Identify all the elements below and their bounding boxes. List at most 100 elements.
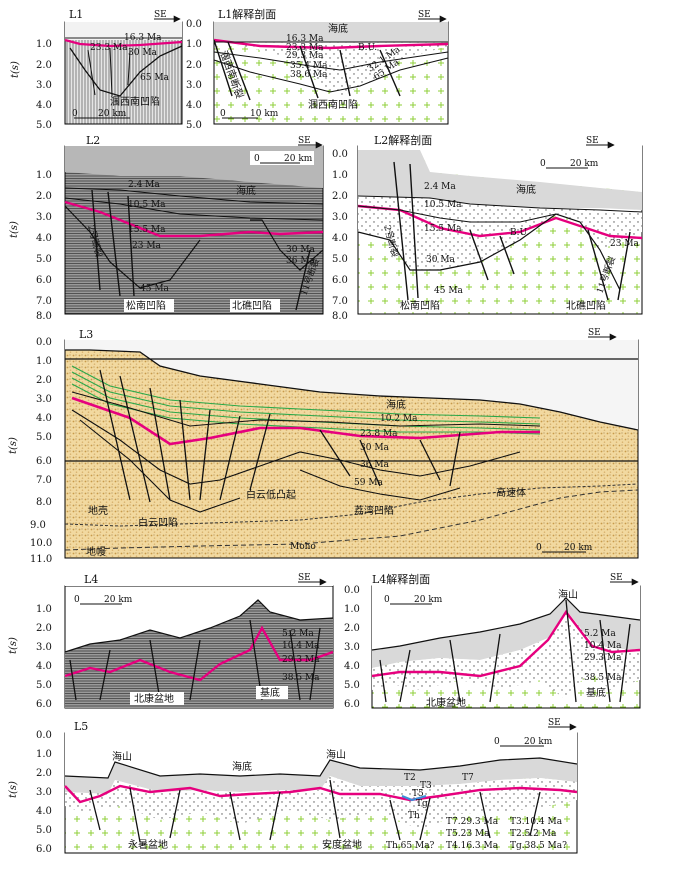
l1i-basin: 涠西南凹陷: [308, 98, 358, 111]
l2i-seafloor: 海底: [516, 183, 536, 196]
l3-liwan-sag: 荔湾凹陷: [354, 504, 394, 517]
l2i-age-10: 10.5 Ma: [424, 200, 462, 210]
l4i-age-10: 10.4 Ma: [584, 641, 622, 651]
svg-text:Tg.38.5 Ma?: Tg.38.5 Ma?: [510, 841, 567, 851]
panel-l4-interpretation: L4解释剖面 SE 0.0 1.0 2.0 3.0 4.0 5.0 6.0 0 …: [344, 572, 641, 710]
l2-age-10: 10.5 Ma: [128, 200, 166, 210]
svg-text:5.0: 5.0: [36, 120, 52, 131]
svg-text:3.0: 3.0: [36, 394, 52, 405]
svg-text:1.0: 1.0: [344, 604, 360, 615]
l3-seafloor: 海底: [386, 398, 406, 411]
svg-text:6.0: 6.0: [36, 456, 52, 467]
l4i-yticks: 0.0 1.0 2.0 3.0 4.0 5.0 6.0: [344, 585, 360, 710]
svg-text:1.0: 1.0: [36, 749, 52, 760]
l2-age-23: 23 Ma: [132, 241, 162, 251]
svg-text:3.0: 3.0: [344, 642, 360, 653]
svg-text:5.0: 5.0: [36, 680, 52, 691]
svg-text:5.0: 5.0: [186, 120, 202, 131]
l4i-se: SE: [610, 573, 623, 583]
l4-scale: 20 km: [104, 595, 133, 605]
svg-text:4.0: 4.0: [186, 100, 202, 111]
l3-crust: 地壳: [88, 504, 108, 517]
l4i-scale: 20 km: [414, 595, 443, 605]
l5-scale: 20 km: [524, 737, 553, 747]
svg-text:4.0: 4.0: [36, 661, 52, 672]
l2-age-45: 45 Ma: [140, 284, 170, 294]
l1-scale-zero: 0: [72, 109, 78, 119]
l2-yticks: 1.0 2.0 3.0 4.0 5.0 6.0 7.0 8.0: [36, 170, 52, 322]
panel-l1: L1 SE 1.0 2.0 3.0 4.0 5.0 16.3 Ma 23.3 M…: [36, 8, 183, 131]
svg-text:11.0: 11.0: [30, 554, 52, 565]
l3-baiyun-sag: 白云凹陷: [138, 516, 178, 529]
svg-text:4.0: 4.0: [36, 413, 52, 424]
l2-age-30: 30 Ma: [286, 245, 316, 255]
svg-text:T7.29.3 Ma: T7.29.3 Ma: [446, 817, 499, 827]
l5-mark-t2: T2: [404, 773, 416, 783]
svg-text:8.0: 8.0: [36, 497, 52, 508]
l3-age-36: 36 Ma: [360, 460, 390, 470]
l5-seamount-a: 海山: [112, 750, 132, 763]
l1i-age-16: 16.3 Ma: [286, 34, 324, 44]
svg-text:6.0: 6.0: [332, 275, 348, 286]
svg-text:2.0: 2.0: [36, 623, 52, 634]
svg-text:6.0: 6.0: [36, 844, 52, 855]
l1i-se: SE: [418, 10, 431, 20]
svg-text:T5.23 Ma: T5.23 Ma: [446, 829, 490, 839]
l5-seamount-b: 海山: [326, 748, 346, 761]
svg-text:1.0: 1.0: [186, 39, 202, 50]
l4-age-38: 38.5 Ma: [282, 673, 320, 683]
l1-scale: 20 km: [98, 109, 127, 119]
svg-text:2.0: 2.0: [36, 768, 52, 779]
svg-text:T4.16.3 Ma: T4.16.3 Ma: [446, 841, 499, 851]
l1i-age-35: 35.4 Ma: [290, 61, 328, 71]
l2i-age-15: 15.5 Ma: [424, 224, 462, 234]
l5-basin-a: 永暑盆地: [128, 838, 168, 851]
svg-text:2.0: 2.0: [332, 191, 348, 202]
panel-l3: L3 SE 0.0 1.0 2.0 3.0 4.0 5.0 6.0 7.0 8.…: [30, 326, 639, 565]
svg-text:3.0: 3.0: [36, 212, 52, 223]
l2-se: SE: [298, 136, 311, 146]
l4i-scale-zero: 0: [384, 595, 390, 605]
svg-text:8.0: 8.0: [36, 311, 52, 322]
l2i-scale-zero: 0: [540, 159, 546, 169]
l2-scale-zero: 0: [254, 154, 260, 164]
l3-age-59: 59 Ma: [354, 478, 384, 488]
svg-text:4.0: 4.0: [344, 661, 360, 672]
l3-high-velocity: 高速体: [496, 486, 526, 499]
l2-ylabel: t(s): [9, 221, 20, 238]
l1i-age-38: 38.6 Ma: [290, 70, 328, 80]
l1i-scale: 10 km: [250, 109, 279, 119]
svg-text:0.0: 0.0: [344, 585, 360, 596]
l1-age-30: 30 Ma: [128, 48, 158, 58]
svg-text:5.0: 5.0: [36, 432, 52, 443]
l4i-age-29: 29.3 Ma: [584, 653, 622, 663]
l2-basin-b: 北礁凹陷: [232, 299, 272, 312]
svg-text:1.0: 1.0: [36, 39, 52, 50]
l1i-bu: B.U.: [358, 43, 377, 53]
l2i-yticks: 0.0 1.0 2.0 3.0 4.0 5.0 6.0 7.0 8.0: [332, 149, 348, 322]
l3-age-23: 23.8 Ma: [360, 429, 398, 439]
l5-mark-t3: T3: [420, 781, 432, 791]
svg-text:3.0: 3.0: [186, 80, 202, 91]
l1-age-16: 16.3 Ma: [124, 33, 162, 43]
l1-title: L1: [69, 8, 83, 21]
svg-text:9.0: 9.0: [30, 520, 46, 531]
l5-mark-t5: T5: [412, 789, 424, 799]
l4-yticks: 1.0 2.0 3.0 4.0 5.0 6.0: [36, 604, 52, 710]
svg-text:2.0: 2.0: [36, 191, 52, 202]
l4-age-5: 5.2 Ma: [282, 629, 314, 639]
svg-text:1.0: 1.0: [36, 170, 52, 181]
l2-title: L2: [86, 134, 100, 147]
svg-text:7.0: 7.0: [36, 475, 52, 486]
l4-basin: 北康盆地: [134, 692, 174, 705]
svg-text:6.0: 6.0: [344, 699, 360, 710]
l4-title: L4: [84, 573, 98, 586]
l5-seafloor: 海底: [232, 760, 252, 773]
l1i-title: L1解释剖面: [218, 7, 276, 21]
l3-age-10: 10.2 Ma: [380, 414, 418, 424]
l2-scale: 20 km: [284, 154, 313, 164]
svg-text:3.0: 3.0: [36, 80, 52, 91]
svg-text:3.0: 3.0: [332, 212, 348, 223]
l2i-scale: 20 km: [570, 159, 599, 169]
l2-age-2: 2.4 Ma: [128, 180, 160, 190]
